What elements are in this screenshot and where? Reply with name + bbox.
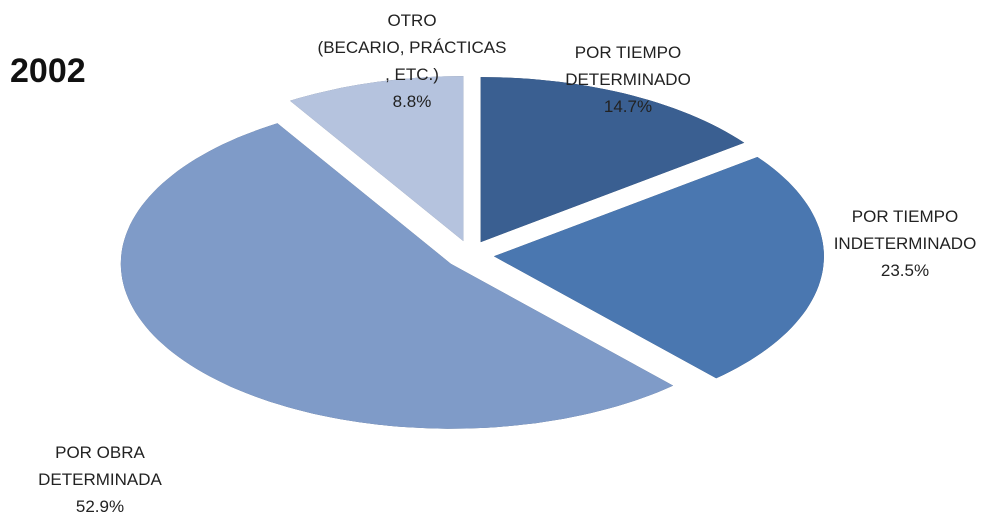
chart-title: 2002 <box>10 52 86 90</box>
label-line: , ETC.) <box>385 65 439 84</box>
value-label: 52.9% <box>76 497 124 516</box>
label-line: POR TIEMPO <box>852 207 958 226</box>
label-line: (BECARIO, PRÁCTICAS <box>318 38 507 57</box>
slice <box>493 157 824 379</box>
label-line: DETERMINADO <box>565 70 691 89</box>
value-label: 8.8% <box>393 92 432 111</box>
slice <box>480 77 745 243</box>
label-line: OTRO <box>387 11 436 30</box>
value-label: 23.5% <box>881 261 929 280</box>
label-line: INDETERMINADO <box>834 234 977 253</box>
category-label: POR TIEMPO INDETERMINADO <box>834 207 977 253</box>
slice-label: POR TIEMPO DETERMINADO 14.7% <box>565 43 691 116</box>
category-label: POR OBRA DETERMINADA <box>38 443 162 489</box>
category-label: OTRO (BECARIO, PRÁCTICAS , ETC.) <box>318 11 507 84</box>
value-label: 14.7% <box>604 97 652 116</box>
slice-label: OTRO (BECARIO, PRÁCTICAS , ETC.) 8.8% <box>318 11 507 111</box>
slice-label: POR OBRA DETERMINADA 52.9% <box>38 443 162 516</box>
category-label: POR TIEMPO DETERMINADO <box>565 43 691 89</box>
label-line: POR OBRA <box>55 443 145 462</box>
slice-label: POR TIEMPO INDETERMINADO 23.5% <box>834 207 977 280</box>
label-line: DETERMINADA <box>38 470 162 489</box>
slice <box>290 76 464 242</box>
label-line: POR TIEMPO <box>575 43 681 62</box>
slice <box>120 123 674 429</box>
